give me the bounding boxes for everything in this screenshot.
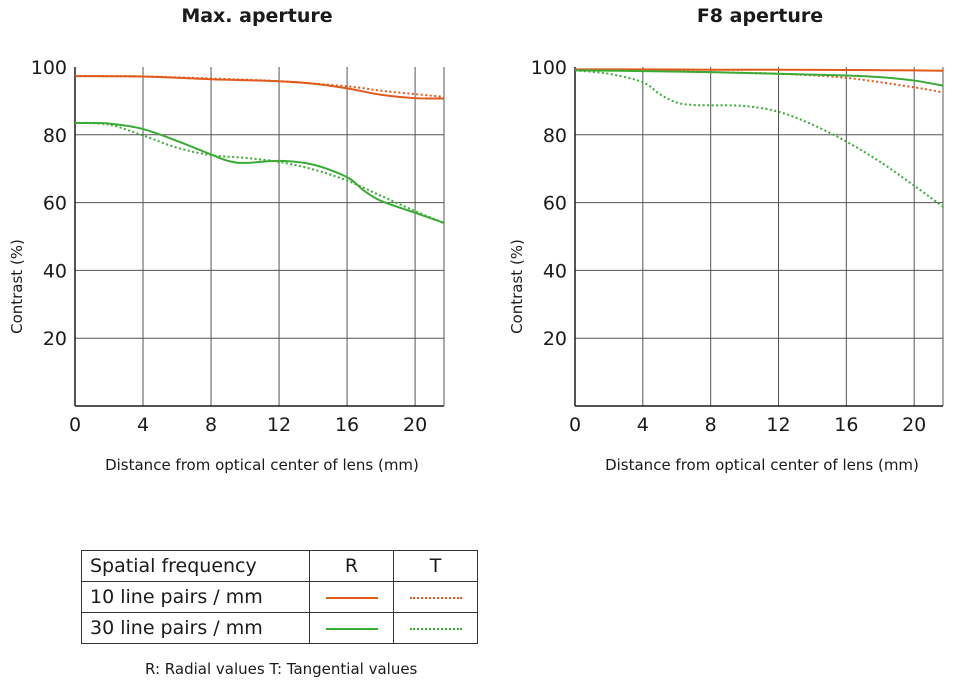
x-axis-label: Distance from optical center of lens (mm… [605,456,919,474]
legend-label-30lp: 30 line pairs / mm [81,612,310,644]
y-axis-label: Contrast (%) [508,239,526,334]
y-tick-label: 80 [43,125,67,147]
chart-title: Max. aperture [181,5,332,27]
swatch-30lp-radial [325,627,378,630]
legend-table: Spatial frequency R T 10 line pairs / mm… [81,550,478,644]
swatch-30lp-tangential [409,627,462,630]
chart-title: F8 aperture [697,5,823,27]
series-30lp-radial [74,121,445,224]
legend-row-30lp: 30 line pairs / mm [81,612,478,644]
x-tick-label: 0 [569,414,581,436]
y-tick-label: 60 [543,193,567,215]
legend-note: R: Radial values T: Tangential values [145,660,418,678]
x-tick-label: 4 [137,414,149,436]
legend-header-t: T [393,550,478,582]
x-tick-label: 20 [902,414,926,436]
swatch-10lp-tangential [409,596,462,599]
x-tick-label: 8 [205,414,217,436]
x-tick-label: 8 [705,414,717,436]
y-tick-label: 40 [43,260,67,282]
series-30lp-tangential [574,69,944,208]
legend-label-10lp: 10 line pairs / mm [81,581,310,613]
chart-panel-2: F8 aperture 0 4 8 12 16 20 20 40 60 80 100 Distance … [508,5,944,474]
legend-header-r: R [309,550,394,582]
y-tick-label: 20 [43,328,67,350]
y-tick-label: 60 [43,193,67,215]
legend-row-10lp: 10 line pairs / mm [81,581,478,613]
x-tick-label: 12 [267,414,291,436]
y-tick-label: 40 [543,260,567,282]
y-tick-label: 20 [543,328,567,350]
y-axis-label: Contrast (%) [8,239,26,334]
x-tick-label: 20 [403,414,427,436]
series-10lp-radial [574,68,944,72]
y-tick-label: 80 [543,125,567,147]
series-10lp-tangential [74,75,445,98]
series-30lp-tangential [74,121,445,224]
series-30lp-radial [574,69,944,87]
y-tick-label: 100 [531,57,567,79]
x-tick-label: 16 [335,414,359,436]
x-axis-label: Distance from optical center of lens (mm… [105,456,419,474]
swatch-10lp-radial [325,596,378,599]
x-tick-label: 4 [637,414,649,436]
x-tick-label: 0 [69,414,81,436]
y-tick-label: 100 [31,57,67,79]
x-tick-label: 12 [766,414,790,436]
legend-header-row: Spatial frequency R T [81,550,478,582]
chart-panel-1: Max. aperture 0 4 8 12 16 20 20 40 60 80 100 Distanc… [8,5,445,474]
legend-header-label: Spatial frequency [81,550,310,582]
x-tick-label: 16 [834,414,858,436]
